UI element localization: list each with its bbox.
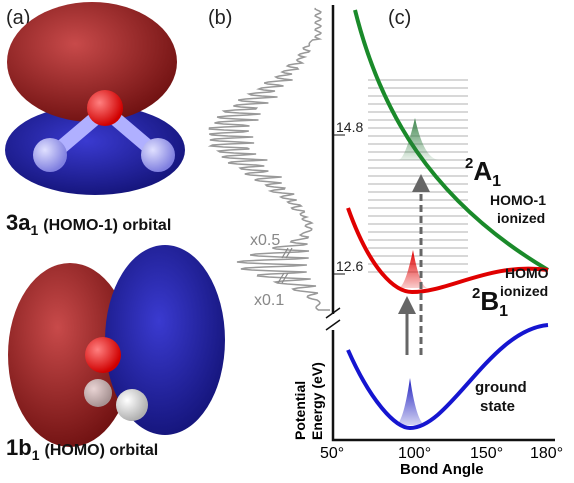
y-axis-line: Potential [292, 381, 308, 440]
x-tick-label: 100° [398, 445, 431, 462]
state-sup: 2 [465, 155, 473, 172]
scale-note: x0.1 [254, 292, 284, 309]
atom [141, 138, 175, 172]
state-note-line: HOMO-1 [490, 192, 546, 208]
atom [87, 90, 123, 126]
y-tick-label: 12.6 [336, 258, 363, 274]
caption-text: (HOMO-1) orbital [43, 217, 171, 234]
state-note: HOMO-1 ionized [490, 192, 546, 226]
state-note: ground state [475, 379, 527, 415]
curve-a1 [355, 10, 548, 270]
atom [116, 389, 148, 421]
state-note-line: state [480, 398, 515, 415]
state-note-line: ionized [500, 283, 548, 299]
state-label: 2A1 [465, 155, 501, 190]
panel-a: (a) 3a1(HOMO-1) orbital 1b1(HOMO) orbita… [5, 2, 225, 463]
wavepacket [395, 378, 426, 425]
atom [84, 379, 112, 407]
state-sub: 1 [492, 173, 501, 190]
state-main: B [480, 286, 499, 316]
state-note-line: ionized [497, 210, 545, 226]
x-tick-label: 150° [470, 445, 503, 462]
vibrational-levels [368, 80, 468, 272]
curve-ground [348, 325, 548, 428]
x-tick-label: 180° [530, 445, 563, 462]
spectrum [209, 8, 330, 310]
panel-b: (b) x0.5 x0.1 [208, 7, 330, 310]
y-axis-label: PotentialEnergy (eV) [292, 362, 325, 440]
caption-sub: 1 [32, 447, 40, 463]
figure: (a) 3a1(HOMO-1) orbital 1b1(HOMO) orbita… [0, 0, 574, 478]
state-sup: 2 [472, 285, 480, 302]
orbital-caption: 3a1 (HOMO-1) orbital [6, 210, 171, 238]
x-axis-label: Bond Angle [400, 461, 484, 478]
panel-label: (b) [208, 7, 232, 29]
state-sub: 1 [499, 303, 508, 320]
state-note: HOMO ionized [500, 265, 549, 299]
caption-sub: 1 [30, 222, 38, 238]
panel-label: (c) [388, 7, 411, 29]
atom [85, 337, 121, 373]
state-note-line: HOMO [505, 265, 549, 281]
atom [33, 138, 67, 172]
x-tick-label: 50° [320, 445, 344, 462]
caption-text: (HOMO) orbital [44, 442, 158, 459]
scale-note: x0.5 [250, 232, 280, 249]
state-note-line: ground [475, 379, 527, 396]
caption-main: 3a [6, 210, 31, 235]
panel-c: (c) 14.8 12.6 PotentialEnergy (eV) 50° 1… [292, 5, 563, 478]
state-main: A [473, 156, 492, 186]
y-axis-line: Energy (eV) [309, 362, 325, 440]
caption-main: 1b [6, 435, 32, 460]
wavepacket [398, 118, 440, 160]
y-tick-label: 14.8 [336, 119, 363, 135]
